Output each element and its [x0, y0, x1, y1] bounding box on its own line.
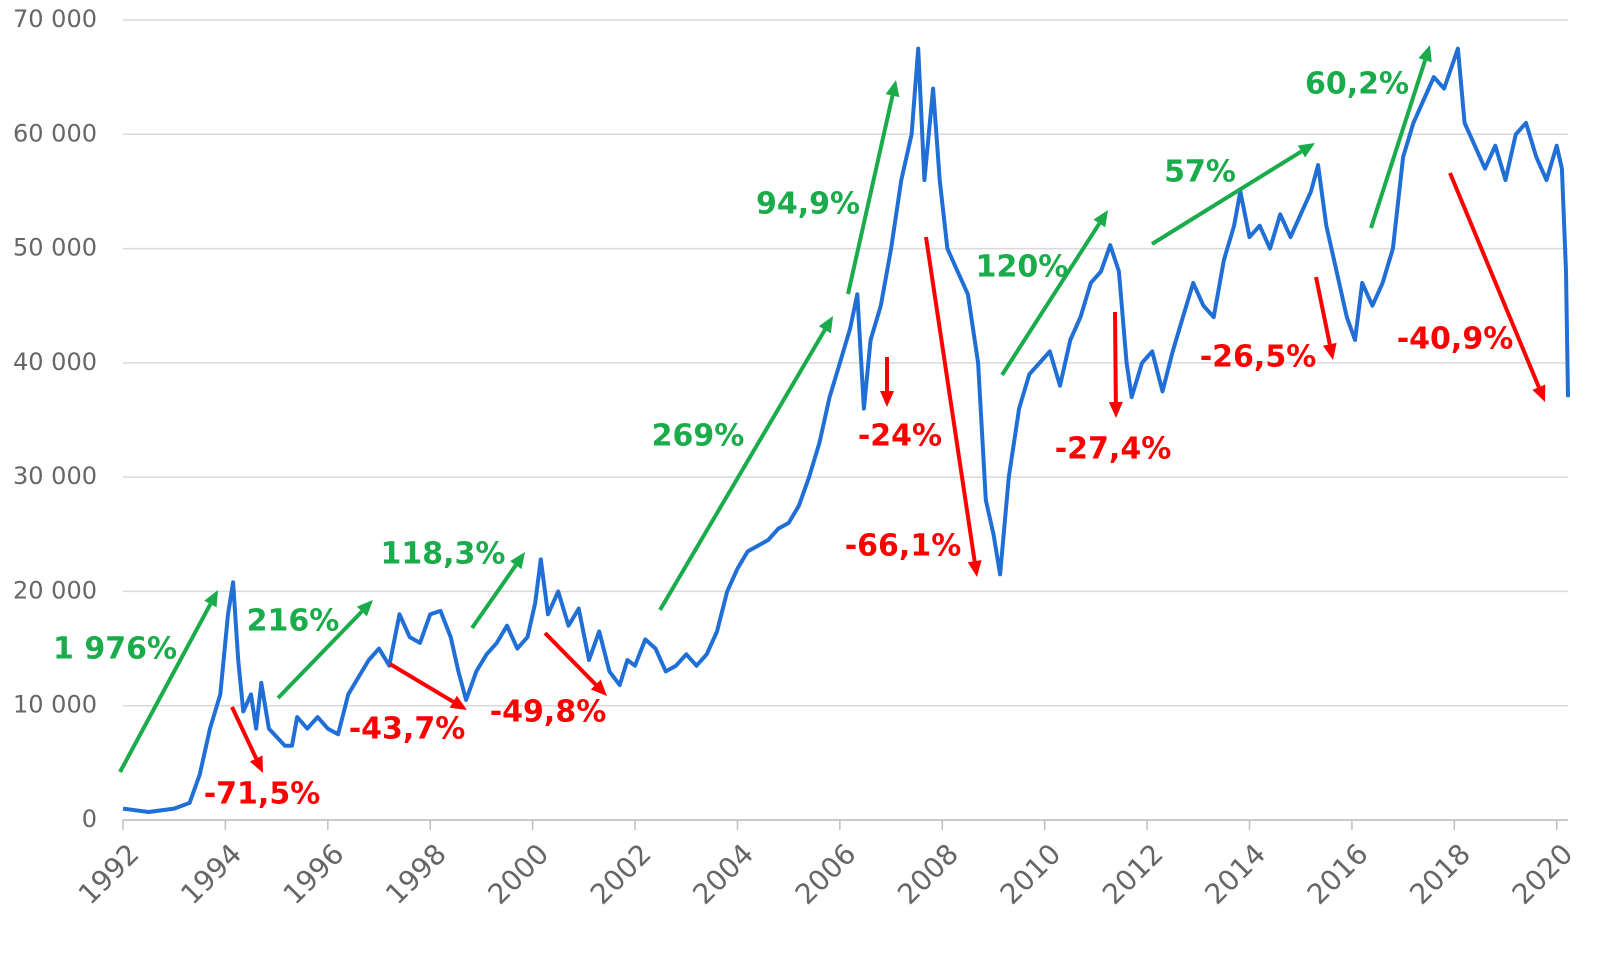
annotation-arrow — [230, 706, 259, 760]
x-tick-label: 2008 — [891, 837, 965, 911]
annotation-arrow — [1369, 59, 1427, 229]
y-tick-label: 50 000 — [13, 234, 97, 262]
annotation-arrowhead — [204, 590, 218, 608]
annotation-arrow — [1448, 172, 1541, 388]
y-tick-label: 10 000 — [13, 691, 97, 719]
annotation-label: 216% — [247, 604, 340, 639]
y-tick-label: 60 000 — [13, 119, 97, 147]
y-tick-label: 20 000 — [13, 576, 97, 604]
annotation-label: 94,9% — [756, 187, 860, 222]
x-tick-label: 2016 — [1301, 837, 1375, 911]
annotation-arrowhead — [249, 755, 263, 773]
annotation-arrowhead — [1297, 143, 1315, 158]
annotation-label: -49,8% — [490, 695, 607, 730]
annotation-arrowhead — [1108, 401, 1123, 418]
y-tick-label: 0 — [82, 805, 97, 833]
annotation-label: 118,3% — [381, 537, 506, 572]
x-tick-label: 2012 — [1096, 837, 1170, 911]
annotation-arrow — [1000, 222, 1102, 377]
annotation-label: -40,9% — [1397, 322, 1514, 357]
annotation-arrowhead — [880, 391, 894, 407]
annotation-label: -66,1% — [845, 529, 962, 564]
y-tick-label: 30 000 — [13, 462, 97, 490]
annotation-arrow — [1150, 149, 1303, 246]
annotation-arrow — [470, 563, 518, 630]
annotation-label: -26,5% — [1200, 340, 1317, 375]
annotation-arrowhead — [1418, 45, 1432, 63]
annotation-label: 120% — [976, 250, 1069, 285]
annotation-label: -24% — [858, 419, 942, 454]
annotation-arrow — [846, 95, 895, 295]
annotation-arrowhead — [590, 679, 607, 696]
annotation-arrow — [658, 328, 827, 612]
annotation-arrowhead — [510, 552, 525, 570]
annotation-arrowhead — [967, 560, 982, 577]
annotation-arrow — [118, 603, 213, 773]
x-tick-label: 2004 — [686, 837, 760, 911]
annotation-label: 57% — [1164, 155, 1236, 190]
annotation-arrowhead — [1093, 210, 1108, 228]
x-tick-label: 1996 — [277, 837, 351, 911]
x-tick-label: 2020 — [1506, 837, 1580, 911]
x-tick-label: 1994 — [174, 837, 248, 911]
y-tick-label: 40 000 — [13, 348, 97, 376]
annotation-arrow — [388, 662, 455, 704]
annotation-arrow — [543, 631, 598, 686]
annotation-arrowhead — [356, 600, 373, 617]
annotation-arrowhead — [449, 695, 467, 710]
x-tick-label: 2000 — [482, 837, 556, 911]
annotation-label: 60,2% — [1305, 67, 1409, 102]
x-tick-label: 1998 — [379, 837, 453, 911]
annotation-label: -43,7% — [349, 712, 466, 747]
annotation-label: -71,5% — [204, 777, 321, 812]
y-tick-label: 70 000 — [13, 5, 97, 33]
x-tick-label: 2002 — [584, 837, 658, 911]
x-tick-label: 2006 — [789, 837, 863, 911]
annotation-arrow — [1314, 276, 1332, 345]
annotation-arrow — [276, 610, 364, 700]
annotation-label: 1 976% — [53, 632, 177, 667]
x-tick-label: 1992 — [72, 837, 146, 911]
annotation-arrowhead — [1532, 384, 1546, 402]
x-tick-label: 2014 — [1198, 837, 1272, 911]
annotation-label: -27,4% — [1055, 432, 1172, 467]
annotation-arrowhead — [818, 316, 833, 334]
annotation-arrow — [1113, 311, 1118, 403]
price-line — [122, 46, 1570, 814]
x-tick-label: 2018 — [1403, 837, 1477, 911]
annotation-label: 269% — [652, 419, 745, 454]
x-tick-label: 2010 — [994, 837, 1068, 911]
annotation-arrow — [924, 236, 977, 562]
annotation-arrowhead — [885, 80, 900, 98]
annotation-arrowhead — [1322, 342, 1337, 360]
